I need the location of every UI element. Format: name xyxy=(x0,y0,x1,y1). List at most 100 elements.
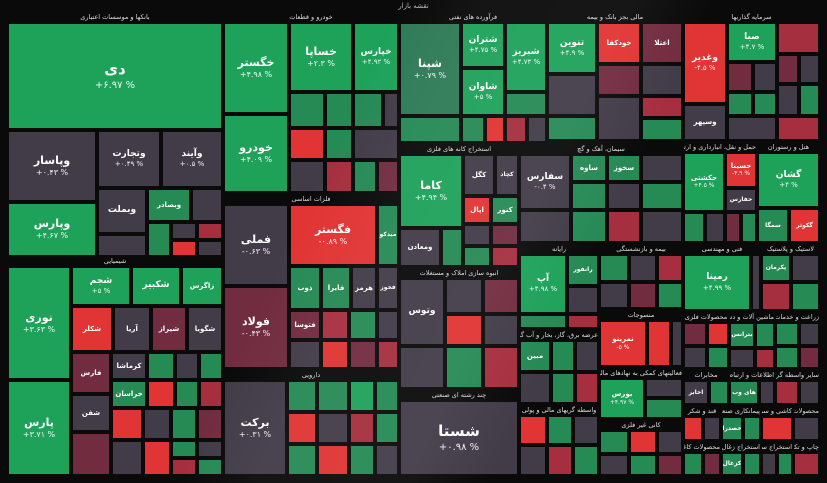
tile[interactable] xyxy=(378,311,398,339)
tile-رمپنا[interactable]: رمپنا +۴.۹۹ % xyxy=(684,255,750,310)
tile[interactable] xyxy=(648,321,670,366)
tile-خراسان[interactable]: خراسان xyxy=(112,381,146,407)
tile[interactable] xyxy=(704,453,720,475)
tile[interactable] xyxy=(598,65,640,95)
tile-کزغال[interactable]: کزغال xyxy=(722,453,742,475)
tile[interactable] xyxy=(754,63,776,91)
tile[interactable] xyxy=(568,287,598,313)
tile[interactable] xyxy=(172,409,196,439)
tile-سخوز[interactable]: سخوز xyxy=(608,155,640,181)
tile-شکبیر[interactable]: شکبیر xyxy=(132,267,180,305)
tile[interactable] xyxy=(198,223,222,239)
tile[interactable] xyxy=(658,431,682,453)
tile-میدکو[interactable]: میدکو xyxy=(378,205,398,265)
tile-بترانس[interactable]: بترانس xyxy=(730,323,754,347)
tile[interactable] xyxy=(756,349,774,368)
tile[interactable] xyxy=(176,353,198,379)
tile[interactable] xyxy=(728,117,776,140)
tile-کگل[interactable]: کگل xyxy=(464,155,494,195)
tile-نمرینو[interactable]: نمرینو -۵ % xyxy=(600,321,646,366)
tile-فتوسا[interactable]: فتوسا xyxy=(290,311,320,339)
tile[interactable] xyxy=(144,441,170,475)
tile[interactable] xyxy=(376,381,398,411)
tile-شپنا[interactable]: شپنا +۰.۷۹ % xyxy=(400,23,460,115)
tile[interactable] xyxy=(172,459,196,475)
tile-وپارس[interactable]: وپارس +۴.۶۷ % xyxy=(8,203,96,256)
tile[interactable] xyxy=(548,117,596,140)
tile[interactable] xyxy=(776,347,798,368)
tile[interactable] xyxy=(378,341,398,368)
tile[interactable] xyxy=(704,417,720,440)
tile[interactable] xyxy=(384,93,398,127)
tile[interactable] xyxy=(552,373,574,403)
tile-شتران[interactable]: شتران +۴.۷۵ % xyxy=(462,23,504,67)
tile[interactable] xyxy=(608,211,640,242)
tile[interactable] xyxy=(520,416,546,444)
tile[interactable] xyxy=(684,213,704,242)
tile-وپاسار[interactable]: وپاسار +۰.۴۳ % xyxy=(8,131,96,201)
tile[interactable] xyxy=(492,225,518,245)
tile-اعتلا[interactable]: اعتلا xyxy=(642,23,682,63)
tile-شکلر[interactable]: شکلر xyxy=(72,307,112,351)
tile[interactable] xyxy=(778,23,819,53)
tile[interactable] xyxy=(600,431,628,453)
tile-وبملت[interactable]: وبملت xyxy=(98,189,146,233)
tile-شجم[interactable]: شجم +۵ % xyxy=(72,267,130,305)
tile[interactable] xyxy=(148,381,174,407)
tile-شفن[interactable]: شفن xyxy=(72,395,110,431)
tile[interactable] xyxy=(708,323,728,345)
tile[interactable] xyxy=(520,315,566,328)
tile[interactable] xyxy=(464,247,490,266)
tile-ومعادن[interactable]: ومعادن xyxy=(400,229,440,266)
tile[interactable] xyxy=(762,283,790,310)
tile[interactable] xyxy=(706,213,724,242)
tile[interactable] xyxy=(462,117,484,142)
tile[interactable] xyxy=(350,445,374,475)
tile[interactable] xyxy=(672,321,682,366)
tile[interactable] xyxy=(684,323,706,345)
tile[interactable] xyxy=(520,446,546,475)
tile[interactable] xyxy=(484,279,518,313)
tile-خپارس[interactable]: خپارس +۴.۹۲ % xyxy=(354,23,398,91)
tile[interactable] xyxy=(350,381,374,411)
tile[interactable] xyxy=(484,347,518,388)
tile-آپ[interactable]: آپ +۴.۹۸ % xyxy=(520,255,566,313)
tile-هرمز[interactable]: هرمز xyxy=(352,267,376,309)
tile[interactable] xyxy=(684,453,702,475)
tile-پارس[interactable]: پارس +۳.۷۱ % xyxy=(8,381,70,475)
tile-وتجارت[interactable]: وتجارت +۰.۴۹ % xyxy=(98,131,160,187)
tile[interactable] xyxy=(354,161,376,192)
tile[interactable] xyxy=(378,161,398,192)
tile[interactable] xyxy=(318,413,348,443)
tile[interactable] xyxy=(776,323,798,345)
tile-فگستر[interactable]: فگستر -۰.۸۹ % xyxy=(290,205,376,265)
tile[interactable] xyxy=(710,381,728,404)
tile[interactable] xyxy=(730,349,754,368)
tile-فایرا[interactable]: فایرا xyxy=(322,267,350,309)
tile[interactable] xyxy=(198,459,222,475)
tile-وسپهر[interactable]: وسپهر xyxy=(684,105,726,140)
tile[interactable] xyxy=(548,416,572,444)
tile[interactable] xyxy=(800,85,819,115)
tile[interactable] xyxy=(290,129,324,159)
tile[interactable] xyxy=(506,93,546,115)
tile[interactable] xyxy=(200,353,222,379)
tile[interactable] xyxy=(200,381,222,407)
tile[interactable] xyxy=(446,279,482,313)
tile[interactable] xyxy=(172,441,196,457)
tile-خودکفا[interactable]: خودکفا xyxy=(598,23,640,63)
tile-وتوس[interactable]: وتوس xyxy=(400,279,444,345)
tile[interactable] xyxy=(552,341,574,371)
tile[interactable] xyxy=(528,117,546,142)
tile[interactable] xyxy=(778,453,792,475)
tile-پکرمان[interactable]: پکرمان xyxy=(762,255,790,281)
tile[interactable] xyxy=(598,97,640,140)
tile[interactable] xyxy=(744,417,760,440)
tile-دی[interactable]: دی +۶.۹۷ % xyxy=(8,23,222,129)
tile[interactable] xyxy=(800,323,819,345)
tile[interactable] xyxy=(112,409,142,439)
tile[interactable] xyxy=(572,211,606,242)
tile[interactable] xyxy=(658,255,682,281)
tile-فملی[interactable]: فملی -۰.۶۳ % xyxy=(224,205,288,285)
tile[interactable] xyxy=(800,55,819,83)
